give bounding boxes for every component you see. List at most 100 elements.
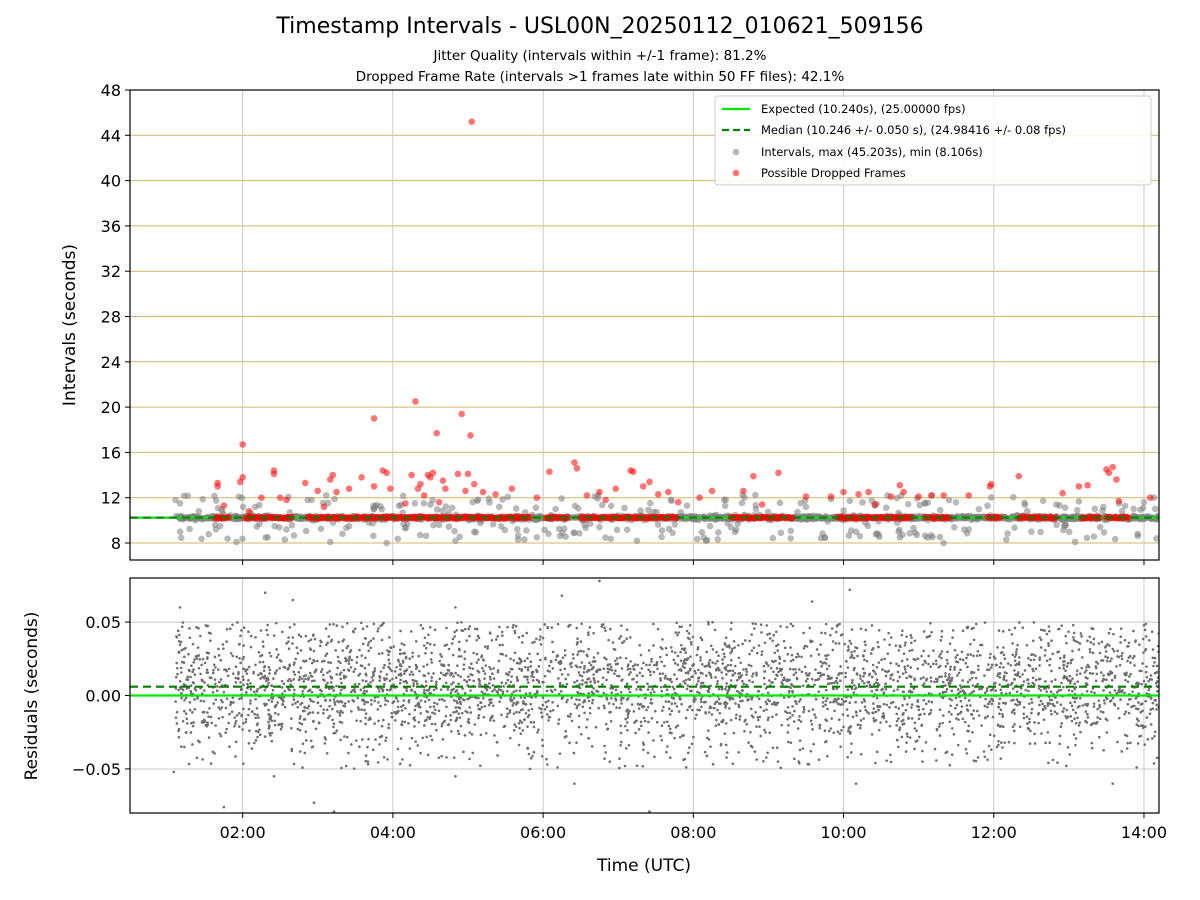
residual-point: [1013, 723, 1016, 726]
residual-point: [829, 700, 832, 704]
residual-point: [296, 705, 300, 709]
residual-point: [450, 672, 454, 675]
residual-point: [291, 642, 294, 645]
interval-point: [533, 534, 541, 541]
residual-point: [536, 731, 539, 734]
residual-point: [619, 740, 623, 744]
interval-point: [575, 529, 583, 537]
residual-point: [673, 736, 676, 740]
residual-point: [347, 751, 350, 755]
residual-point: [411, 651, 414, 655]
residual-point: [501, 634, 504, 637]
residual-point: [897, 745, 900, 749]
interval-point: [683, 502, 691, 509]
intervals-tick-label-y: 32: [101, 262, 121, 281]
residual-point: [1134, 639, 1137, 642]
residual-point: [772, 670, 775, 674]
residual-point: [632, 710, 636, 713]
residual-point: [620, 679, 623, 682]
residual-point: [990, 702, 994, 706]
residual-point: [949, 704, 952, 708]
residual-point: [945, 658, 949, 662]
residual-point: [905, 676, 908, 680]
residual-point: [798, 715, 801, 718]
residual-point: [539, 643, 543, 646]
residual-point: [827, 653, 830, 657]
residual-point: [1001, 725, 1005, 729]
residual-point: [224, 731, 227, 735]
residual-point: [806, 677, 809, 681]
interval-point: [1118, 507, 1126, 515]
residual-point: [367, 737, 370, 741]
residual-point: [1144, 699, 1148, 703]
residual-point: [680, 625, 683, 629]
residual-point: [303, 717, 307, 721]
residual-point: [379, 624, 382, 628]
residual-point: [1073, 700, 1077, 704]
residual-point: [392, 683, 395, 686]
residual-point: [808, 672, 811, 675]
residual-point: [721, 648, 725, 651]
residual-point: [233, 716, 237, 719]
intervals-tick-label-y: 44: [101, 126, 121, 145]
residual-point: [977, 714, 981, 717]
residual-point: [369, 639, 373, 643]
residual-point: [983, 704, 987, 708]
residual-point: [361, 642, 365, 646]
residual-point: [946, 662, 949, 665]
residual-point: [872, 646, 875, 650]
residual-point: [717, 687, 721, 691]
residual-point: [876, 704, 879, 708]
residual-point: [1039, 646, 1043, 649]
residual-point: [1002, 676, 1006, 680]
residual-point: [463, 678, 466, 682]
residual-point: [450, 642, 454, 645]
interval-point: [906, 530, 914, 537]
residual-point: [301, 689, 304, 693]
residual-point: [575, 706, 579, 710]
residual-point: [912, 657, 916, 661]
residual-point: [890, 673, 894, 676]
residual-point: [337, 659, 340, 663]
residual-point: [913, 727, 917, 730]
residual-point: [377, 701, 380, 704]
residual-point: [614, 688, 618, 692]
residual-point: [755, 758, 758, 761]
residual-point: [923, 659, 927, 663]
residual-point: [940, 675, 943, 678]
interval-point: [1023, 507, 1031, 515]
residual-point: [950, 712, 953, 716]
residual-point: [1155, 664, 1159, 668]
residual-point: [630, 703, 634, 706]
dropped-frame-point: [420, 492, 428, 499]
residual-point: [214, 682, 217, 686]
residual-point: [1070, 719, 1074, 723]
residual-point: [626, 668, 630, 671]
residual-point: [529, 660, 533, 663]
residual-point: [741, 642, 744, 646]
residual-point: [1013, 669, 1016, 672]
residual-point: [795, 702, 798, 706]
residual-point: [887, 631, 890, 635]
residual-point: [904, 750, 908, 753]
residual-point: [292, 670, 296, 674]
residual-point: [254, 729, 258, 733]
residual-point: [297, 670, 301, 674]
residual-point: [946, 650, 949, 654]
residual-point: [463, 691, 467, 695]
residual-point: [1086, 716, 1090, 719]
dropped-frame-point: [827, 493, 835, 500]
dropped-frame-point: [370, 483, 378, 490]
residual-point: [475, 638, 478, 642]
residual-point: [797, 718, 801, 722]
residual-point: [245, 672, 249, 675]
residual-point: [1137, 724, 1140, 728]
residual-point: [639, 688, 643, 692]
residual-point: [696, 690, 699, 694]
residual-point: [229, 702, 233, 705]
residual-point: [929, 665, 932, 668]
residual-point: [485, 688, 489, 692]
residual-point: [320, 660, 324, 663]
residual-point: [430, 679, 433, 683]
interval-point: [633, 537, 641, 545]
